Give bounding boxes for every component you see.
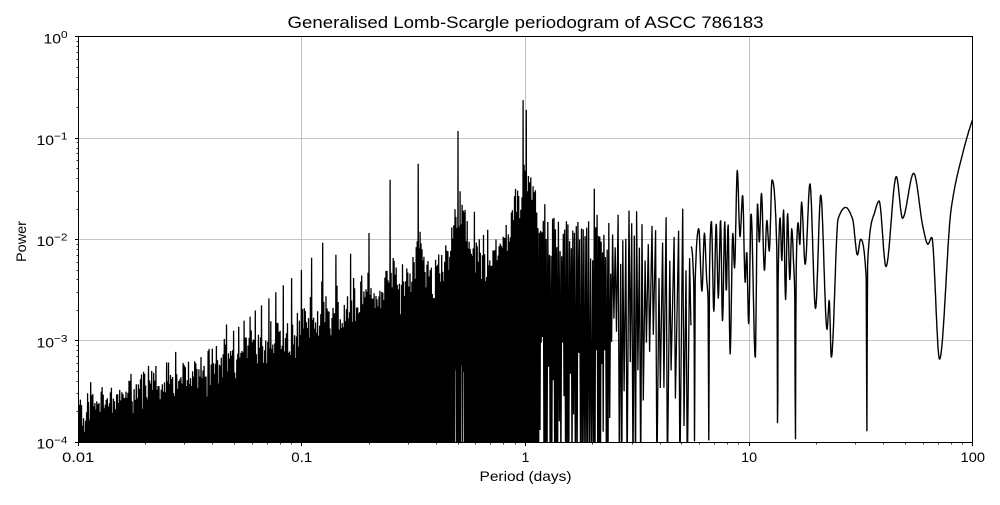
svg-text:1: 1 <box>522 449 530 465</box>
svg-text:Power: Power <box>13 221 29 262</box>
svg-text:0.01: 0.01 <box>62 449 94 465</box>
svg-text:Period (days): Period (days) <box>480 468 572 484</box>
svg-text:Generalised Lomb-Scargle perio: Generalised Lomb-Scargle periodogram of … <box>288 13 764 32</box>
svg-text:0.1: 0.1 <box>291 449 312 465</box>
svg-text:100: 100 <box>961 449 986 465</box>
svg-text:10: 10 <box>741 449 757 465</box>
